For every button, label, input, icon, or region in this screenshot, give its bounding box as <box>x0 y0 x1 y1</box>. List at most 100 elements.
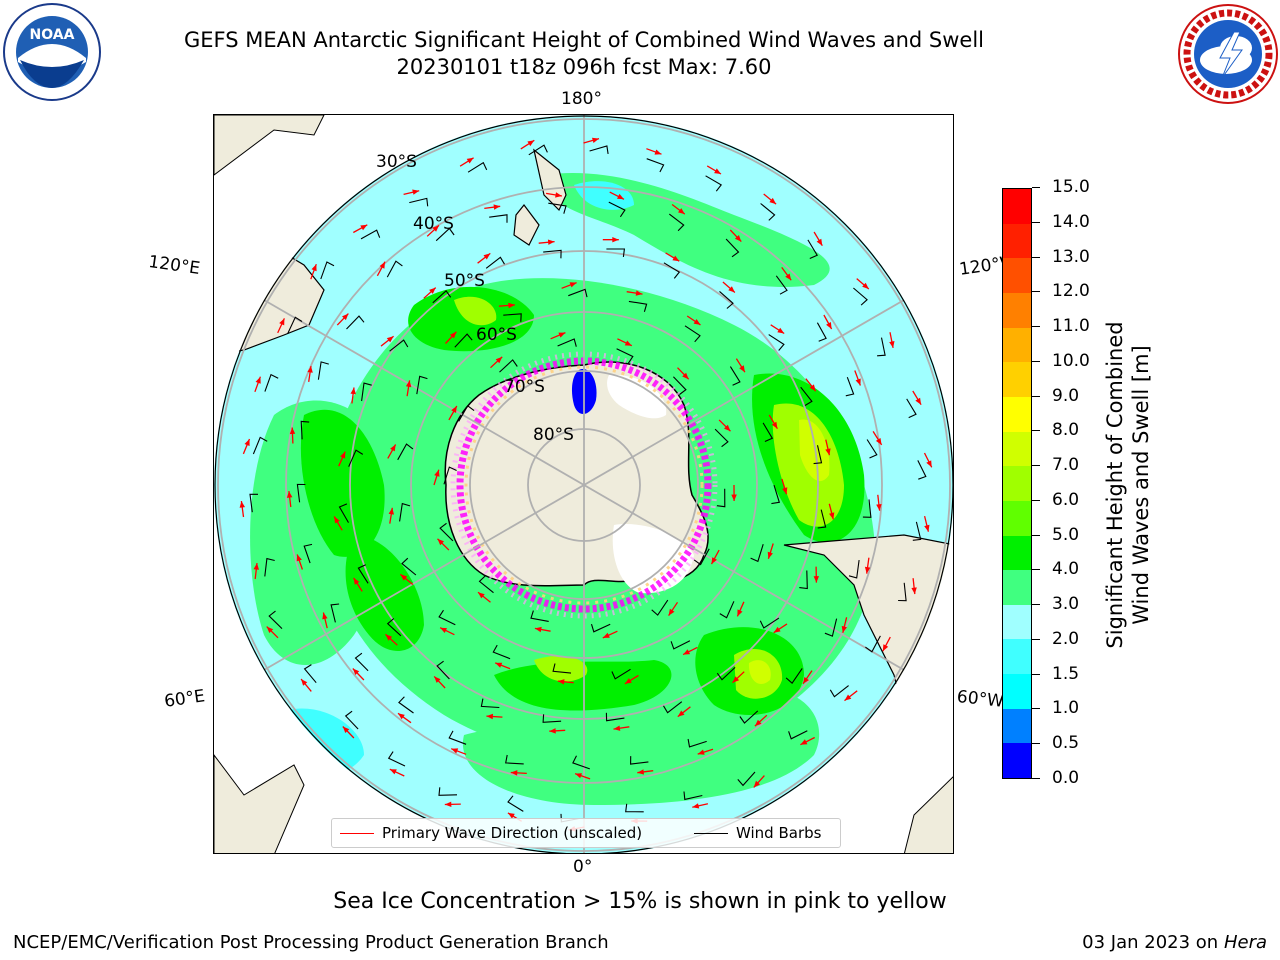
wind-barb <box>760 203 776 221</box>
wave-direction-arrowhead <box>855 378 861 386</box>
wind-barb <box>862 499 872 518</box>
map-panel: 30°S 40°S 50°S 60°S 70°S 80°S <box>213 114 954 854</box>
wind-barb <box>448 730 467 745</box>
colorbar-segment <box>1003 396 1031 432</box>
legend-item-wind-barbs: Wind Barbs <box>694 824 821 842</box>
wind-barb <box>739 710 759 724</box>
colorbar-tick-label: 7.0 <box>1052 455 1080 476</box>
wave-direction-arrowhead <box>266 626 274 633</box>
wind-barb <box>673 376 687 395</box>
wind-barb <box>439 522 454 542</box>
wind-barb <box>454 333 473 348</box>
wave-direction-arrowhead <box>486 713 493 720</box>
wind-barb <box>716 666 736 681</box>
wave-direction-arrowhead <box>654 149 662 155</box>
wave-direction-arrowhead <box>388 507 394 515</box>
wave-direction-arrowhead <box>731 494 737 501</box>
wave-direction-arrowhead <box>672 255 680 262</box>
wave-direction-arrowhead <box>239 501 245 508</box>
wind-barb <box>829 685 849 698</box>
footer-system: Hera <box>1223 932 1267 953</box>
wind-barb <box>499 359 518 373</box>
wave-direction-arrowhead <box>510 770 518 776</box>
wave-direction-arrowhead <box>440 627 447 633</box>
wind-barb <box>572 755 590 770</box>
wind-barb-swatch <box>694 832 728 834</box>
wave-direction-arrowhead <box>301 679 308 686</box>
wave-direction-arrowhead <box>825 448 831 456</box>
noaa-logo-text: NOAA <box>30 27 75 43</box>
wave-direction-arrowhead <box>390 444 396 452</box>
wave-direction-arrowhead <box>624 340 632 346</box>
wind-barb <box>530 610 549 622</box>
wave-direction-arrowhead <box>809 384 816 392</box>
wind-barb <box>348 449 364 467</box>
wind-barb <box>589 145 609 154</box>
wind-barb <box>906 398 917 419</box>
wave-direction-arrowhead <box>693 319 701 325</box>
colorbar-tick <box>1032 430 1040 432</box>
colorbar-segment <box>1003 500 1031 536</box>
wave-direction-arrowhead <box>602 632 610 638</box>
wave-direction-arrowhead <box>844 694 852 701</box>
wind-barb <box>458 404 475 422</box>
wave-direction-arrowhead <box>864 566 871 574</box>
legend-label-wind-barbs: Wind Barbs <box>736 824 822 842</box>
wind-barb <box>817 509 827 529</box>
wave-direction-arrowhead <box>307 366 313 373</box>
wind-barb <box>361 382 372 402</box>
wave-direction-arrowhead <box>547 239 555 245</box>
colorbar-segment <box>1003 258 1031 294</box>
wind-barb <box>816 322 827 342</box>
wave-direction-arrowhead <box>549 728 556 734</box>
colorbar-tick <box>1032 778 1040 779</box>
parallel-label-50s: 50°S <box>444 271 485 291</box>
wave-direction-arrowhead <box>255 376 261 384</box>
wave-direction-arrowhead <box>508 302 515 309</box>
wind-barb <box>865 635 881 653</box>
wind-barb <box>684 325 701 343</box>
wind-barb <box>668 213 685 232</box>
wave-direction-arrowhead <box>668 608 675 616</box>
wave-direction-arrowhead <box>924 524 930 532</box>
wave-direction-arrowhead <box>451 748 459 754</box>
colorbar-tick-label: 3.0 <box>1052 594 1080 615</box>
wave-direction-arrowhead <box>777 327 785 334</box>
wind-barb <box>611 668 631 680</box>
legend-item-wave-direction: Primary Wave Direction (unscaled) <box>340 824 642 842</box>
wind-barb <box>543 249 562 259</box>
wave-direction-arrowhead <box>437 538 444 546</box>
wave-direction-arrowhead <box>507 812 515 819</box>
wave-direction-arrowhead <box>557 679 565 685</box>
map-boundary <box>214 115 953 853</box>
wave-direction-arrowhead <box>785 273 792 281</box>
meridian-label-120e: 120°E <box>147 252 202 280</box>
wind-barb <box>386 260 403 278</box>
wave-direction-arrowhead <box>353 577 360 585</box>
meridian-label-60e: 60°E <box>163 686 207 712</box>
colorbar-segment <box>1003 431 1031 467</box>
wind-barb <box>663 701 683 714</box>
colorbar-tick-label: 11.0 <box>1052 316 1090 337</box>
wave-direction-arrowhead <box>682 372 689 380</box>
wind-barb <box>443 466 457 485</box>
wind-barb <box>264 557 275 577</box>
wind-barb <box>330 603 340 623</box>
wave-direction-arrowhead <box>432 225 439 232</box>
meridian-label-0: 0° <box>573 857 593 877</box>
wind-barb <box>716 488 726 508</box>
wind-barb <box>693 548 710 566</box>
wind-barb <box>785 668 803 685</box>
colorbar-segment <box>1003 223 1031 259</box>
colorbar-segment <box>1003 466 1031 501</box>
wind-barb <box>346 315 365 330</box>
wave-direction-arrowhead <box>286 491 293 498</box>
footer-credit: NCEP/EMC/Verification Post Processing Pr… <box>13 932 609 953</box>
colorbar-tick-label: 8.0 <box>1052 420 1080 441</box>
wave-direction-arrowhead <box>613 725 621 731</box>
wave-direction-arrowhead <box>800 739 808 745</box>
wave-direction-arrowhead <box>385 634 393 641</box>
wave-direction-arrowhead <box>773 626 781 633</box>
colorbar-tick-label: 10.0 <box>1052 350 1090 371</box>
meridian-label-60w: 60°W <box>955 687 1005 712</box>
